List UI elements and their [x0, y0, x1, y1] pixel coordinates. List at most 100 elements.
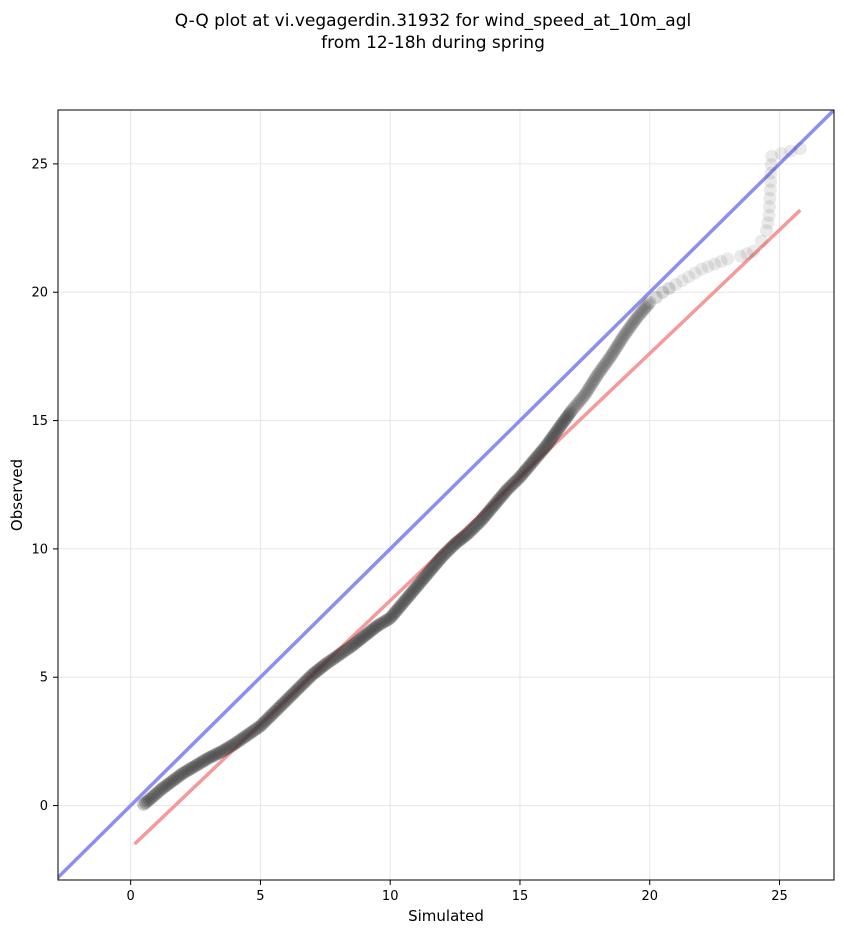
quantile-point [565, 403, 579, 417]
quantile-point [448, 537, 462, 551]
quantile-point [340, 642, 354, 656]
quantile-point [433, 552, 447, 566]
quantile-point [422, 565, 436, 579]
x-tick-label: 5 [256, 889, 264, 904]
quantile-point [439, 546, 453, 560]
quantile-point [416, 573, 430, 587]
quantile-point [484, 502, 498, 516]
quantile-point [210, 747, 224, 761]
quantile-point [391, 602, 405, 616]
quantile-point [327, 651, 341, 665]
quantile-point [399, 592, 413, 606]
quantile-point [221, 741, 235, 755]
quantile-point [701, 260, 715, 274]
quantile-point [784, 144, 798, 158]
chart-title-line-2: from 12-18h during spring [321, 33, 545, 53]
quantile-point [761, 216, 775, 230]
quantile-point [354, 632, 368, 646]
quantile-point [509, 474, 523, 488]
quantile-point [760, 224, 774, 238]
quantile-point [424, 563, 438, 577]
quantile-point [243, 726, 257, 740]
quantile-point [598, 357, 612, 371]
quantile-point [587, 374, 601, 388]
quantile-point [323, 654, 337, 668]
quantile-point [298, 675, 312, 689]
quantile-point [176, 766, 190, 780]
quantile-point [763, 183, 777, 197]
quantile-point [558, 413, 572, 427]
quantile-point [630, 311, 644, 325]
quantile-point [518, 464, 532, 478]
quantile-point [212, 746, 226, 760]
quantile-point [393, 600, 407, 614]
quantile-point [548, 427, 562, 441]
quantile-point [294, 679, 308, 693]
quantile-point [610, 339, 624, 353]
quantile-point [485, 500, 499, 514]
quantile-point [419, 569, 433, 583]
quantile-point [576, 390, 590, 404]
quantile-point [182, 763, 196, 777]
quantile-point [591, 367, 605, 381]
quantile-point [404, 586, 418, 600]
x-tick-label: 20 [641, 889, 658, 904]
quantile-point [230, 735, 244, 749]
quantile-point [249, 722, 263, 736]
quantile-point [546, 429, 560, 443]
quantile-point [379, 614, 393, 628]
quantile-point [165, 774, 179, 788]
quantile-point [708, 257, 722, 271]
quantile-point [199, 752, 213, 766]
quantile-point [359, 628, 373, 642]
quantile-point [430, 555, 444, 569]
quantile-point [643, 296, 657, 309]
quantile-point [435, 550, 449, 564]
quantile-point [240, 728, 254, 742]
quantile-point [265, 708, 279, 722]
quantile-point [454, 532, 468, 546]
quantile-point [498, 485, 512, 499]
quantile-point [151, 785, 165, 799]
quantile-point [568, 399, 582, 413]
quantile-point [311, 663, 325, 677]
quantile-point [289, 684, 303, 698]
quantile-point [287, 686, 301, 700]
quantile-point [372, 618, 386, 632]
quantile-point [740, 247, 754, 261]
quantile-point [316, 659, 330, 673]
x-tick-label: 0 [127, 889, 135, 904]
quantile-point [566, 401, 580, 415]
quantile-point [398, 594, 412, 608]
quantile-point [425, 561, 439, 575]
quantile-point [396, 596, 410, 610]
quantile-point [763, 191, 777, 205]
quantile-point [537, 441, 551, 455]
quantile-point [515, 468, 529, 482]
quantile-point [325, 653, 339, 667]
quantile-point [494, 491, 508, 505]
quantile-point [613, 335, 627, 349]
quantile-point [365, 623, 379, 637]
quantile-point [631, 309, 645, 323]
quantile-point [281, 692, 295, 705]
quantile-point [307, 666, 321, 680]
quantile-point [350, 635, 364, 649]
quantile-point [606, 345, 620, 359]
quantile-point [443, 542, 457, 556]
quantile-point [414, 575, 428, 589]
quantile-point [208, 748, 222, 762]
quantile-point [189, 759, 203, 773]
quantile-point [495, 489, 509, 503]
quantile-point [395, 598, 409, 612]
quantile-point [204, 750, 218, 764]
quantile-point [191, 758, 205, 771]
quantile-point [479, 508, 493, 522]
quantile-point [427, 559, 441, 573]
quantile-point [540, 437, 554, 451]
quantile-point [352, 634, 366, 648]
quantile-point [223, 740, 237, 754]
y-axis-label: Observed [8, 459, 26, 531]
quantile-point [184, 761, 198, 775]
